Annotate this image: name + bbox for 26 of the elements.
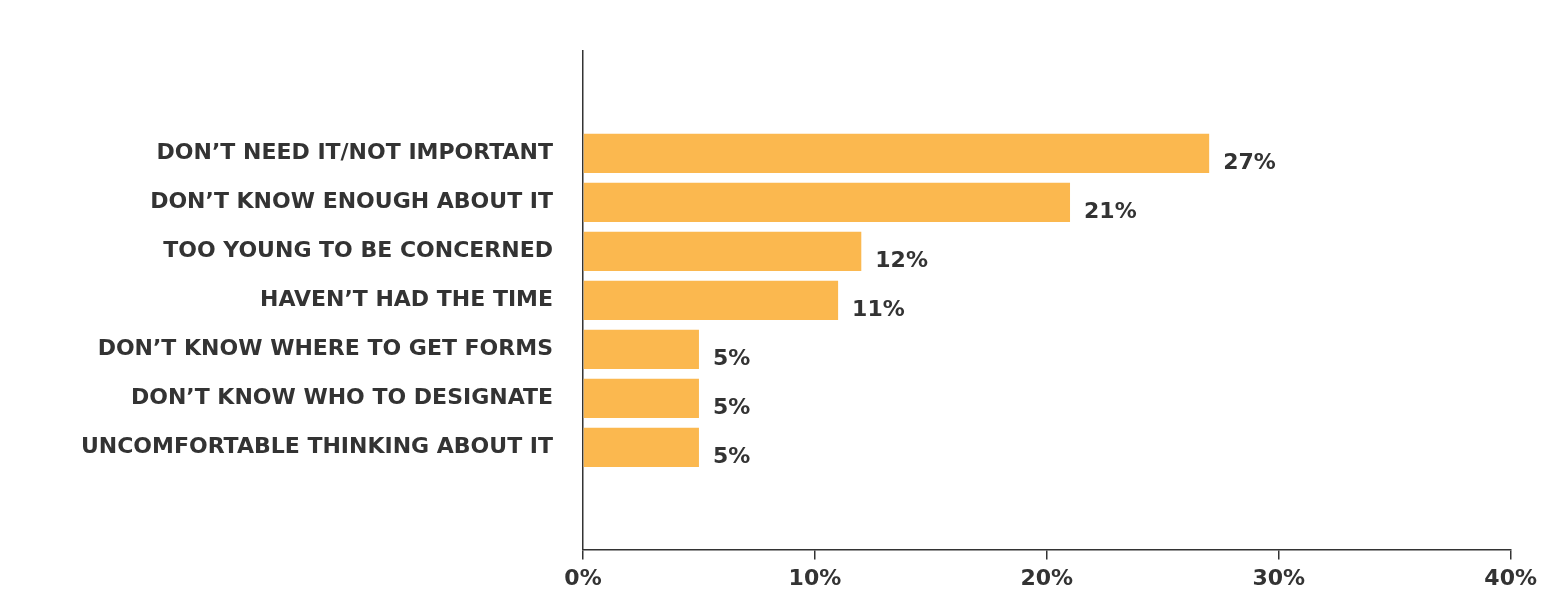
x-tick-label: 30%: [1252, 564, 1306, 590]
bar: [583, 329, 699, 369]
bar: [583, 133, 1210, 174]
y-tick-label: DON’T KNOW ENOUGH ABOUT IT: [150, 188, 553, 214]
y-tick-label: UNCOMFORTABLE THINKING ABOUT IT: [80, 433, 553, 459]
bar: [583, 231, 862, 272]
bar: [583, 427, 699, 467]
data-label: 5%: [712, 443, 751, 469]
x-tick-label: 0%: [564, 564, 602, 590]
bar: [583, 182, 1071, 223]
data-label: 27%: [1223, 149, 1276, 175]
y-tick-label: DON’T NEED IT/NOT IMPORTANT: [156, 139, 553, 165]
data-label: 12%: [875, 247, 928, 273]
x-tick-label: 20%: [1020, 564, 1074, 590]
bar: [583, 378, 699, 418]
y-tick-label: DON’T KNOW WHERE TO GET FORMS: [97, 335, 553, 361]
x-tick-label: 40%: [1484, 564, 1538, 590]
y-tick-label: DON’T KNOW WHO TO DESIGNATE: [130, 384, 553, 410]
data-label: 11%: [852, 296, 905, 322]
y-tick-label: HAVEN’T HAD THE TIME: [259, 286, 553, 312]
data-label: 21%: [1084, 198, 1137, 224]
bar: [583, 280, 839, 320]
y-tick-label: TOO YOUNG TO BE CONCERNED: [163, 237, 553, 263]
data-label: 5%: [712, 345, 751, 371]
data-label: 5%: [712, 394, 751, 420]
x-tick-label: 10%: [788, 564, 842, 590]
